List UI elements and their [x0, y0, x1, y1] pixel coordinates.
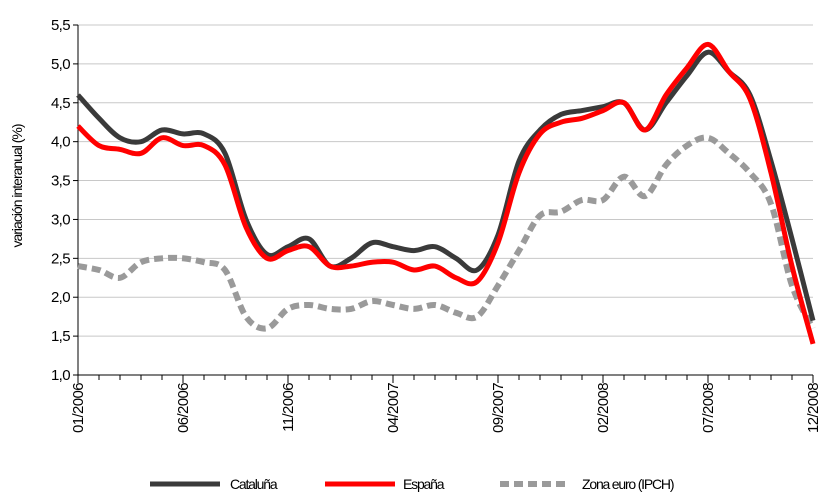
x-tick-label: 09/2007	[490, 383, 507, 433]
legend-label-2: Zona euro (IPCH)	[582, 476, 674, 492]
legend: Cataluña España Zona euro (IPCH)	[150, 476, 675, 492]
series-line-1	[76, 41, 816, 345]
x-tick-label: 01/2006	[70, 383, 87, 433]
y-tick-label: 1,5	[51, 328, 70, 345]
y-tick-label: 5,5	[51, 17, 70, 34]
y-axis-title: variación interanual (%)	[9, 124, 25, 247]
x-tick-label: 12/2008	[805, 383, 820, 433]
series-lines	[76, 41, 816, 345]
series-line-0	[76, 49, 816, 322]
axes	[73, 24, 814, 383]
y-tick-label: 2,5	[51, 250, 70, 267]
y-tick-label: 5,0	[51, 56, 70, 73]
legend-label-1: España	[403, 476, 445, 492]
x-tick-label: 02/2008	[595, 383, 612, 433]
x-tick-label: 11/2006	[280, 383, 297, 432]
y-tick-label: 3,5	[51, 173, 70, 190]
y-tick-label: 1,0	[51, 367, 70, 384]
x-tick-label: 07/2008	[700, 383, 717, 433]
grid-lines	[78, 24, 813, 337]
y-tick-label: 4,0	[51, 134, 70, 151]
x-tick-labels: 01/2006 06/2006 11/2006 04/2007 09/2007 02/20…	[70, 383, 820, 433]
x-tick-label: 06/2006	[175, 383, 192, 433]
y-tick-label: 2,0	[51, 289, 70, 306]
legend-label-0: Cataluña	[230, 476, 278, 492]
y-tick-labels: 1,0 1,5 2,0 2,5 3,0 3,5 4,0 4,5 5,0 5,5	[51, 17, 71, 384]
y-tick-label: 4,5	[51, 95, 70, 112]
x-tick-label: 04/2007	[385, 383, 402, 433]
series-line-2	[77, 134, 816, 332]
y-tick-label: 3,0	[51, 211, 70, 228]
